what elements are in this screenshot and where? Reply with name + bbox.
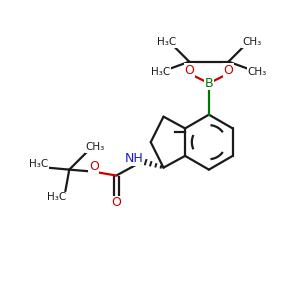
Text: O: O xyxy=(224,64,233,77)
Text: CH₃: CH₃ xyxy=(85,142,104,152)
Text: B: B xyxy=(205,77,213,90)
Text: O: O xyxy=(184,64,194,77)
Text: H₃C: H₃C xyxy=(29,159,49,169)
Text: H₃C: H₃C xyxy=(158,38,177,47)
Text: CH₃: CH₃ xyxy=(247,67,266,77)
Text: O: O xyxy=(89,160,99,173)
Text: H₃C: H₃C xyxy=(152,67,171,77)
Text: CH₃: CH₃ xyxy=(242,38,261,47)
Text: NH: NH xyxy=(125,152,143,165)
Text: H₃C: H₃C xyxy=(47,192,66,202)
Text: O: O xyxy=(111,196,121,209)
